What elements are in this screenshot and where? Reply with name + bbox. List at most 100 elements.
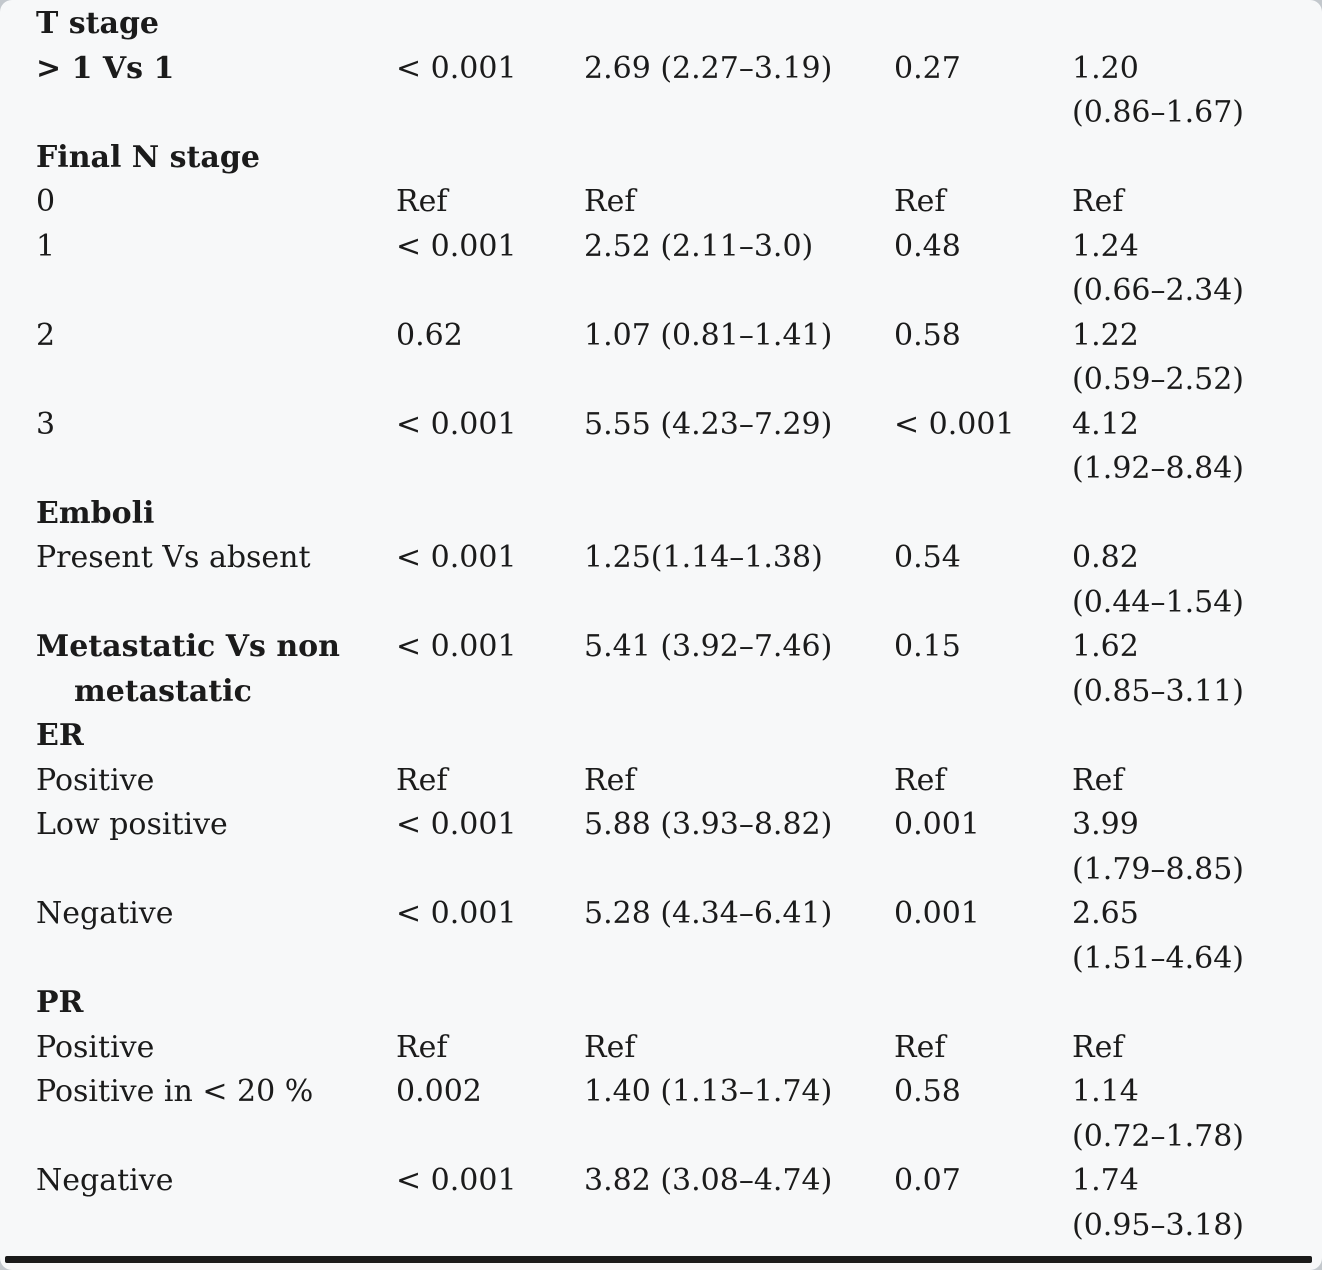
p-value-2-cell-line: 0.58 [894,317,961,353]
table-row: Low positive < 0.001 5.88 (3.93–8.82) 0.001… [36,803,1312,892]
estimate-2-cell [1072,492,1312,537]
estimate-2-cell-line: (0.66–2.34) [1072,273,1245,308]
variable-cell: 1 [36,225,396,314]
estimate-1-cell-line: 5.28 (4.34–6.41) [584,896,833,931]
p-value-2-cell-line: 0.15 [894,629,961,664]
estimate-1-cell-line: 5.88 (3.93–8.82) [584,807,833,842]
section-header-row: PR [36,981,1312,1026]
variable-cell: Metastatic Vs non metastatic [36,625,396,714]
variable-cell: T stage [36,2,396,47]
p-value-2-cell-line: 0.54 [894,540,961,575]
p-value-2-cell-line: 0.27 [894,50,961,86]
variable-cell-line: PR [36,985,84,1020]
estimate-1-cell [584,492,894,537]
p-value-1-cell-line: < 0.001 [396,540,517,575]
section-header-row: Final N stage [36,136,1312,181]
estimate-1-cell-line: 5.41 (3.92–7.46) [584,629,833,664]
estimate-1-cell: 5.55 (4.23–7.29) [584,403,894,492]
estimate-1-cell-line: Ref [584,762,636,798]
estimate-1-cell: 2.52 (2.11–3.0) [584,225,894,314]
estimate-1-cell [584,2,894,47]
estimate-2-cell-line: (0.72–1.78) [1072,1118,1245,1154]
estimate-2-cell-line: 3.99 [1072,807,1139,842]
variable-cell-line: 3 [36,406,56,442]
estimate-2-cell-line: (1.79–8.85) [1072,851,1245,887]
section-header-row: Emboli [36,492,1312,537]
estimate-2-cell-line: (0.86–1.67) [1072,95,1245,130]
estimate-2-cell-line: 4.12 [1072,406,1139,442]
estimate-1-cell-line: 5.55 (4.23–7.29) [584,406,833,442]
estimate-2-cell-line: 1.62 [1072,629,1139,664]
variable-cell-line: 2 [36,317,56,353]
p-value-2-cell-line: < 0.001 [894,406,1015,442]
p-value-2-cell-line: Ref [894,762,946,798]
p-value-1-cell-line: < 0.001 [396,1163,517,1198]
table-row: Positive in < 20 % 0.002 1.40 (1.13–1.74) 0… [36,1070,1312,1159]
variable-cell-line: metastatic [74,673,252,709]
variable-cell-line: ER [36,718,84,753]
p-value-2-cell: 0.15 [894,625,1072,714]
estimate-2-cell-line: 1.24 [1072,228,1139,264]
estimate-1-cell: 5.28 (4.34–6.41) [584,892,894,981]
estimate-1-cell-line: 2.69 (2.27–3.19) [584,50,833,86]
estimate-2-cell: 1.20 (0.86–1.67) [1072,47,1312,136]
estimate-1-cell: 5.88 (3.93–8.82) [584,803,894,892]
estimate-2-cell: 1.62 (0.85–3.11) [1072,625,1312,714]
p-value-1-cell-line: < 0.001 [396,406,517,442]
estimate-2-cell: 1.24 (0.66–2.34) [1072,225,1312,314]
estimate-1-cell-line: 1.07 (0.81–1.41) [584,317,833,353]
p-value-2-cell-line: 0.58 [894,1074,961,1109]
p-value-1-cell: < 0.001 [396,625,584,714]
table-row: > 1 Vs 1 < 0.001 2.69 (2.27–3.19) 0.27 1.20 (… [36,47,1312,136]
p-value-2-cell [894,714,1072,759]
p-value-1-cell-line: < 0.001 [396,896,517,931]
p-value-1-cell [396,2,584,47]
p-value-1-cell-line: Ref [396,184,448,219]
estimate-2-cell: Ref [1072,759,1312,804]
variable-cell-line: 1 [36,228,56,264]
p-value-1-cell: < 0.001 [396,803,584,892]
table-body: T stage > 1 Vs 1 < 0.001 2.69 (2.27–3.19) 0.… [36,2,1312,1248]
p-value-1-cell-line: 0.002 [396,1074,482,1109]
estimate-2-cell-line: Ref [1072,184,1124,219]
variable-cell-line: Positive [36,1029,155,1065]
estimate-2-cell: 4.12 (1.92–8.84) [1072,403,1312,492]
variable-cell-line: Positive in < 20 % [36,1074,314,1109]
variable-cell-line: Negative [36,1163,174,1198]
estimate-2-cell-line: 1.22 [1072,317,1139,353]
table-row: 0 Ref Ref Ref Ref [36,180,1312,225]
variable-cell: 0 [36,180,396,225]
p-value-1-cell: Ref [396,759,584,804]
variable-cell: PR [36,981,396,1026]
estimate-1-cell: 2.69 (2.27–3.19) [584,47,894,136]
variable-cell: Low positive [36,803,396,892]
estimate-1-cell: Ref [584,1026,894,1071]
variable-cell: Present Vs absent [36,536,396,625]
table-row: 3 < 0.001 5.55 (4.23–7.29) < 0.001 4.12 (1.92… [36,403,1312,492]
estimate-2-cell: 2.65 (1.51–4.64) [1072,892,1312,981]
estimate-2-cell-line: 1.74 [1072,1163,1139,1198]
estimate-1-cell-line: Ref [584,184,636,219]
table-row: Positive Ref Ref Ref Ref [36,759,1312,804]
p-value-2-cell: Ref [894,180,1072,225]
estimate-2-cell: 3.99 (1.79–8.85) [1072,803,1312,892]
p-value-2-cell: 0.07 [894,1159,1072,1248]
variable-cell: Positive [36,759,396,804]
estimate-2-cell-line: 0.82 [1072,540,1139,575]
estimate-1-cell-line: 2.52 (2.11–3.0) [584,228,814,264]
table-row: Positive Ref Ref Ref Ref [36,1026,1312,1071]
variable-cell: Final N stage [36,136,396,181]
estimate-1-cell-line: Ref [584,1029,636,1065]
estimate-2-cell-line: (1.51–4.64) [1072,940,1245,976]
estimate-1-cell [584,714,894,759]
variable-cell-line: > 1 Vs 1 [36,50,175,86]
estimate-2-cell-line: (1.92–8.84) [1072,451,1245,486]
p-value-2-cell: 0.27 [894,47,1072,136]
table-wrap: T stage > 1 Vs 1 < 0.001 2.69 (2.27–3.19) 0.… [36,2,1312,1248]
p-value-1-cell: Ref [396,180,584,225]
p-value-1-cell: < 0.001 [396,892,584,981]
estimate-2-cell: 1.14 (0.72–1.78) [1072,1070,1312,1159]
results-table: T stage > 1 Vs 1 < 0.001 2.69 (2.27–3.19) 0.… [36,2,1312,1248]
estimate-1-cell: 5.41 (3.92–7.46) [584,625,894,714]
